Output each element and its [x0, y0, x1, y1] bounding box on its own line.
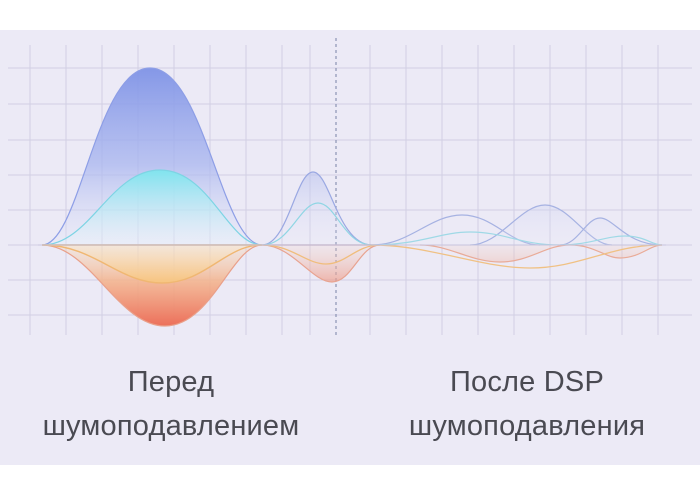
after-wave-red	[419, 244, 663, 263]
wave-orange-fill	[41, 244, 263, 284]
wave-orange-dip	[261, 244, 381, 265]
caption-before: Перед шумоподавлением	[6, 360, 336, 448]
wave-blue-bump	[261, 171, 373, 246]
after-wave-orange	[371, 244, 663, 269]
wave-cyan-fill	[41, 169, 263, 246]
caption-after: После DSP шумоподавления	[362, 360, 692, 448]
caption-after-line2: шумоподавления	[408, 410, 646, 442]
caption-before-line1: Перед	[127, 366, 215, 398]
caption-before-line2: шумоподавлением	[42, 410, 300, 442]
wave-cyan-bump	[261, 202, 373, 246]
after-wave-blue-3	[559, 217, 663, 246]
caption-after-line1: После DSP	[449, 366, 604, 398]
